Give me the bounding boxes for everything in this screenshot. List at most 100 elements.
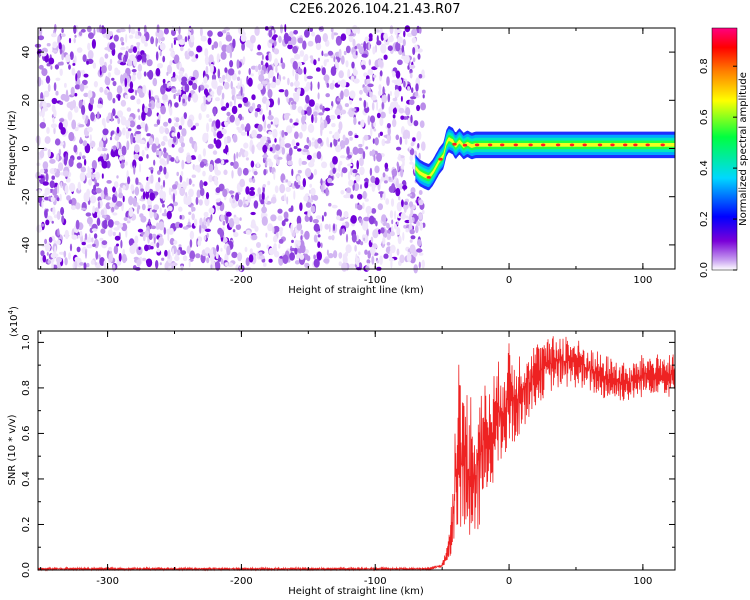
noise-cell — [113, 227, 120, 231]
noise-cell — [298, 180, 301, 186]
noise-cell — [183, 112, 187, 120]
noise-cell — [409, 192, 416, 199]
noise-cell — [239, 178, 245, 188]
noise-cell — [322, 33, 328, 42]
noise-cell — [50, 65, 53, 70]
noise-cell — [406, 253, 412, 263]
noise-cell — [222, 74, 226, 81]
noise-cell — [395, 70, 401, 79]
noise-cell — [293, 30, 298, 35]
noise-cell — [44, 136, 51, 144]
noise-cell — [232, 161, 239, 170]
noise-cell — [86, 60, 89, 65]
noise-cell — [316, 251, 322, 261]
noise-cell — [76, 162, 83, 169]
noise-cell — [362, 150, 366, 160]
noise-cell — [370, 126, 373, 137]
noise-cell — [360, 184, 362, 190]
noise-cell — [140, 121, 146, 129]
noise-cell — [159, 50, 162, 57]
noise-cell — [141, 203, 146, 211]
noise-cell — [202, 132, 209, 143]
noise-cell — [358, 143, 363, 148]
y-tick-label: 20 — [21, 94, 32, 107]
noise-cell — [207, 95, 212, 102]
noise-cell — [128, 34, 134, 39]
noise-cell — [70, 205, 77, 211]
noise-cell — [231, 105, 238, 115]
noise-cell — [258, 254, 265, 260]
noise-cell — [403, 129, 410, 139]
noise-cell — [404, 215, 409, 219]
noise-cell — [162, 83, 168, 89]
noise-cell — [75, 202, 81, 210]
noise-cell — [172, 248, 174, 257]
noise-cell — [94, 207, 99, 213]
noise-cell — [199, 224, 202, 234]
noise-cell — [397, 235, 402, 245]
noise-cell — [262, 154, 269, 158]
noise-cell — [226, 111, 231, 117]
noise-cell — [382, 86, 385, 96]
noise-cell — [46, 127, 50, 134]
noise-cell — [190, 155, 196, 160]
colorbar-tick-label: 0.6 — [699, 109, 710, 125]
snr-multiplier: (x104) — [7, 306, 20, 337]
noise-cell — [335, 59, 338, 69]
noise-cell — [280, 24, 283, 34]
noise-cell — [199, 179, 204, 190]
noise-cell — [389, 210, 394, 219]
noise-cell — [92, 62, 97, 69]
noise-cell — [251, 144, 255, 155]
noise-cell — [86, 216, 93, 225]
noise-cell — [248, 68, 251, 75]
noise-cell — [358, 121, 361, 125]
noise-cell — [381, 101, 384, 110]
noise-cell — [237, 82, 240, 90]
noise-cell — [173, 240, 178, 245]
noise-cell — [211, 44, 215, 51]
noise-cell — [216, 244, 220, 252]
noise-cell — [215, 261, 221, 271]
noise-cell — [171, 262, 178, 267]
noise-cell — [225, 102, 230, 109]
noise-cell — [396, 161, 399, 168]
noise-cell — [412, 137, 416, 142]
noise-cell — [334, 108, 341, 116]
noise-cell — [233, 217, 236, 222]
noise-cell — [132, 197, 137, 207]
noise-cell — [158, 150, 162, 160]
noise-cell — [82, 140, 88, 147]
noise-cell — [345, 27, 351, 36]
noise-cell — [97, 210, 101, 219]
noise-cell — [368, 59, 371, 66]
noise-cell — [314, 115, 318, 124]
noise-cell — [318, 27, 323, 31]
noise-cell — [51, 97, 58, 105]
noise-cell — [225, 34, 233, 42]
noise-cell — [88, 32, 94, 39]
noise-cell — [337, 80, 341, 85]
noise-cell — [99, 86, 104, 93]
noise-cell — [138, 115, 141, 120]
noise-cell — [303, 144, 310, 150]
noise-cell — [193, 143, 198, 153]
noise-cell — [383, 191, 386, 201]
noise-cell — [350, 215, 357, 224]
noise-cell — [49, 180, 55, 189]
noise-cell — [304, 74, 308, 82]
noise-cell — [199, 217, 203, 226]
noise-cell — [101, 160, 108, 169]
noise-cell — [338, 121, 343, 131]
noise-cell — [290, 205, 294, 212]
noise-cell — [156, 248, 161, 253]
noise-cell — [335, 35, 342, 46]
noise-cell — [52, 206, 56, 215]
noise-cell — [169, 60, 173, 66]
noise-cell — [396, 146, 402, 151]
noise-cell — [149, 100, 156, 110]
noise-cell — [392, 118, 397, 128]
signal-peak — [513, 143, 518, 147]
noise-cell — [275, 144, 281, 151]
